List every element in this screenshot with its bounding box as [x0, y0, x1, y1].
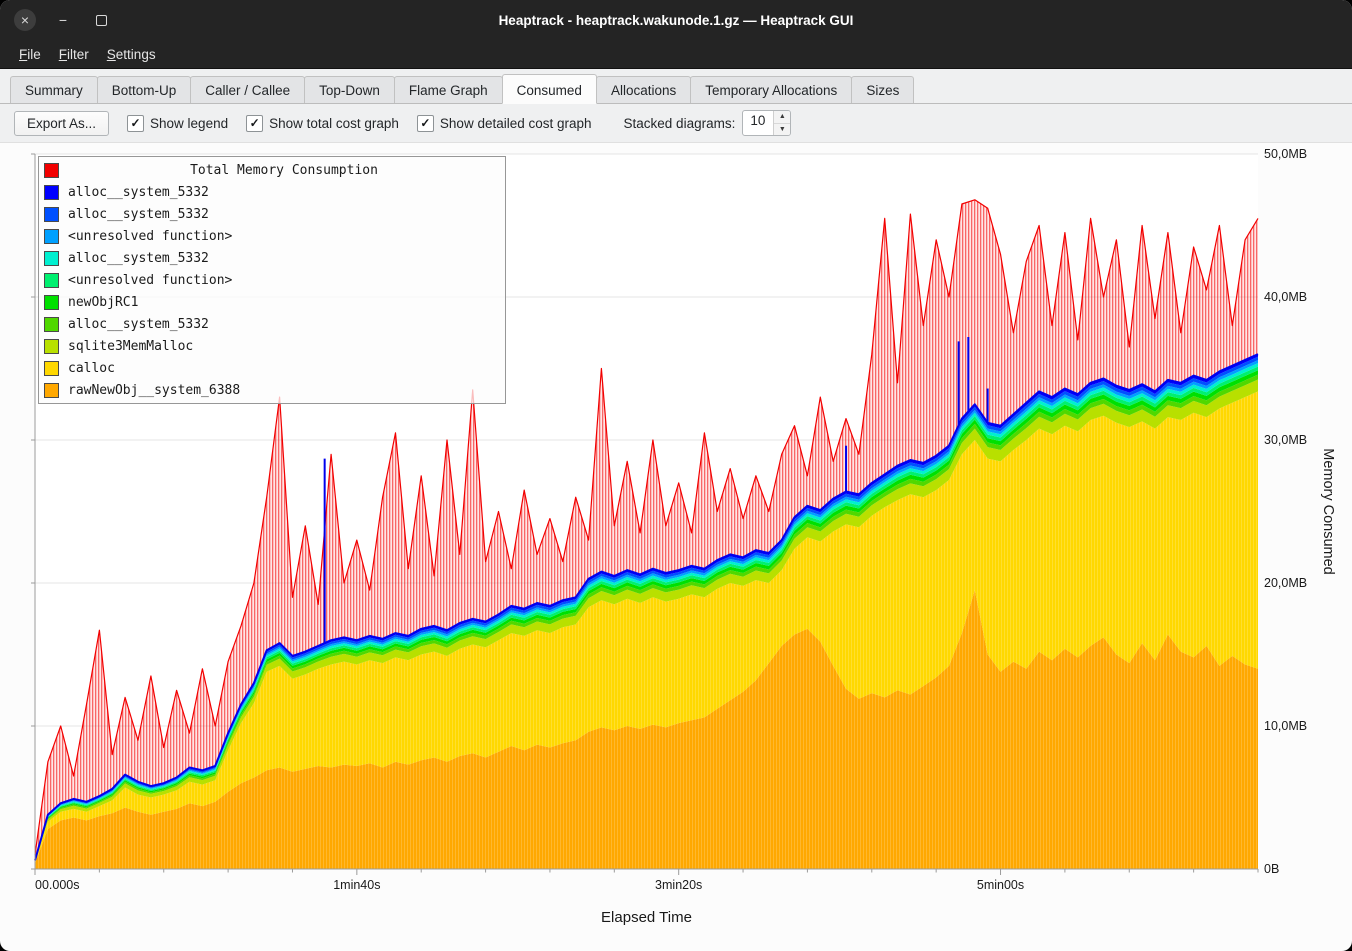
legend-swatch	[44, 228, 59, 244]
stacked-diagrams-label: Stacked diagrams:	[623, 115, 736, 131]
stacked-diagrams-group: Stacked diagrams: 10 ▲ ▼	[624, 110, 792, 136]
legend-label: <unresolved function>	[68, 272, 233, 288]
svg-text:5min00s: 5min00s	[977, 878, 1024, 892]
legend-label: alloc__system_5332	[68, 184, 209, 200]
menu-file[interactable]: File	[19, 46, 41, 62]
svg-text:0B: 0B	[1264, 862, 1279, 876]
legend-swatch	[44, 250, 59, 266]
legend-label: sqlite3MemMalloc	[68, 338, 194, 354]
minimize-button-icon[interactable]: −	[58, 12, 68, 28]
svg-text:10,0MB: 10,0MB	[1264, 719, 1307, 733]
show-total-cost-checkbox[interactable]: ✓ Show total cost graph	[246, 114, 399, 132]
show-detailed-cost-checkbox[interactable]: ✓ Show detailed cost graph	[416, 114, 592, 132]
legend-item: <unresolved function>	[44, 269, 500, 291]
chart-toolbar: Export As... ✓ Show legend ✓ Show total …	[0, 104, 1352, 143]
svg-text:30,0MB: 30,0MB	[1264, 433, 1307, 447]
checkbox-check-icon: ✓	[416, 114, 434, 132]
svg-text:20,0MB: 20,0MB	[1264, 576, 1307, 590]
export-as-button[interactable]: Export As...	[14, 110, 110, 136]
svg-text:50,0MB: 50,0MB	[1264, 147, 1307, 161]
tab-flame-graph[interactable]: Flame Graph	[393, 76, 503, 103]
tab-consumed[interactable]: Consumed	[501, 74, 597, 104]
svg-text:Elapsed Time: Elapsed Time	[601, 909, 692, 926]
memory-consumed-chart[interactable]: 0B 10,0MB 20,0MB 30,0MB 40,0MB 50,0MB 00.000s 1…	[8, 145, 1344, 935]
tab-bar: Summary Bottom-Up Caller / Callee Top-Do…	[0, 69, 1352, 104]
legend-title-row: Total Memory Consumption	[44, 159, 500, 181]
menubar: File Filter Settings	[0, 40, 1352, 69]
legend-label: newObjRC1	[68, 294, 139, 310]
stacked-diagrams-value: 10	[750, 113, 766, 128]
consumed-chart-svg[interactable]: 0B 10,0MB 20,0MB 30,0MB 40,0MB 50,0MB 00.000s 1…	[8, 145, 1344, 935]
legend-swatch	[44, 316, 59, 332]
checkbox-check-icon: ✓	[127, 114, 145, 132]
menu-settings[interactable]: Settings	[106, 46, 156, 62]
legend-swatch	[44, 360, 59, 376]
legend-item: alloc__system_5332	[44, 247, 500, 269]
svg-text:Memory Consumed: Memory Consumed	[1320, 448, 1336, 575]
legend-label: alloc__system_5332	[68, 250, 209, 266]
tab-sizes[interactable]: Sizes	[851, 76, 915, 103]
svg-text:1min40s: 1min40s	[333, 878, 380, 892]
show-total-cost-label: Show total cost graph	[269, 115, 399, 131]
show-detailed-cost-label: Show detailed cost graph	[439, 115, 592, 131]
legend-item: rawNewObj__system_6388	[44, 379, 500, 401]
close-button-icon[interactable]: ×	[14, 9, 36, 31]
show-legend-checkbox[interactable]: ✓ Show legend	[127, 114, 229, 132]
legend-item: newObjRC1	[44, 291, 500, 313]
legend-item: <unresolved function>	[44, 225, 500, 247]
tab-temporary-allocations[interactable]: Temporary Allocations	[690, 76, 853, 103]
legend-item: alloc__system_5332	[44, 203, 500, 225]
legend-item: calloc	[44, 357, 500, 379]
legend-label: <unresolved function>	[68, 228, 233, 244]
svg-text:3min20s: 3min20s	[655, 878, 702, 892]
tab-summary[interactable]: Summary	[10, 76, 98, 103]
legend-label: rawNewObj__system_6388	[68, 382, 241, 398]
spinbox-down-button[interactable]: ▼	[774, 123, 791, 135]
menu-filter[interactable]: Filter	[58, 46, 89, 62]
legend-swatch	[44, 294, 59, 310]
legend-item: alloc__system_5332	[44, 181, 500, 203]
titlebar: × − Heaptrack - heaptrack.wakunode.1.gz …	[0, 0, 1352, 40]
tab-bottom-up[interactable]: Bottom-Up	[96, 76, 192, 103]
svg-text:40,0MB: 40,0MB	[1264, 290, 1307, 304]
window-buttons: × −	[14, 0, 112, 40]
svg-text:00.000s: 00.000s	[35, 878, 79, 892]
spinbox-buttons: ▲ ▼	[773, 111, 791, 135]
legend-title: Total Memory Consumption	[190, 162, 378, 178]
stacked-diagrams-spinbox[interactable]: 10 ▲ ▼	[742, 110, 792, 136]
legend-swatch	[44, 206, 59, 222]
legend-swatch	[44, 338, 59, 354]
legend-swatch	[44, 184, 59, 200]
chart-legend: Total Memory Consumption alloc__system_53…	[38, 156, 506, 404]
tab-allocations[interactable]: Allocations	[595, 76, 692, 103]
maximize-square-icon	[95, 14, 107, 26]
spinbox-up-button[interactable]: ▲	[774, 111, 791, 124]
legend-item: sqlite3MemMalloc	[44, 335, 500, 357]
tab-caller-callee[interactable]: Caller / Callee	[190, 76, 306, 103]
tab-top-down[interactable]: Top-Down	[304, 76, 395, 103]
window-title: Heaptrack - heaptrack.wakunode.1.gz — He…	[498, 12, 854, 28]
show-legend-label: Show legend	[150, 115, 229, 131]
legend-swatch	[44, 272, 59, 288]
checkbox-check-icon: ✓	[246, 114, 264, 132]
legend-label: alloc__system_5332	[68, 316, 209, 332]
maximize-button-icon[interactable]	[90, 9, 112, 31]
legend-swatch	[44, 382, 59, 398]
legend-label: calloc	[68, 360, 115, 376]
legend-swatch	[44, 162, 59, 178]
legend-label: alloc__system_5332	[68, 206, 209, 222]
legend-item: alloc__system_5332	[44, 313, 500, 335]
